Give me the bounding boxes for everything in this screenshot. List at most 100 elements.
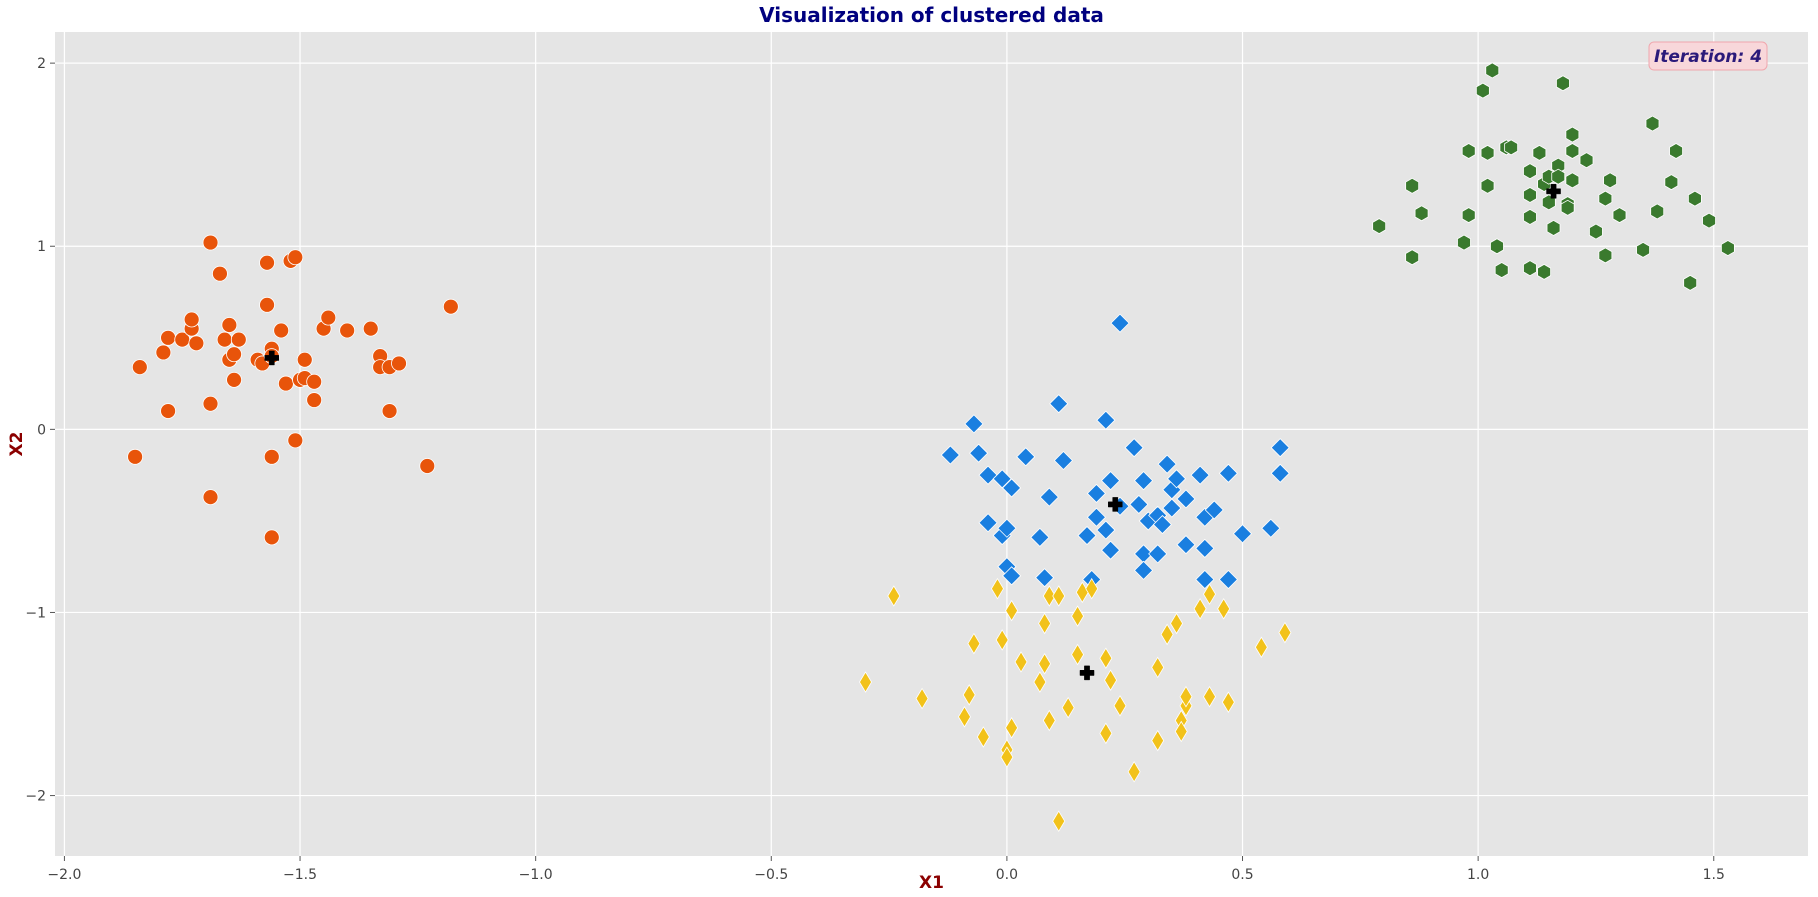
data-point [1218,463,1238,483]
y-tick-label: 0 [37,422,46,438]
data-point [1166,469,1187,489]
y-tick-label: 1 [37,239,46,255]
data-point [1702,212,1716,229]
data-point [1221,691,1235,713]
iteration-annotation: Iteration: 4 [1648,41,1768,71]
data-point [273,322,290,339]
data-point [1254,636,1268,659]
data-point [1148,544,1168,564]
data-point [1179,685,1193,708]
data-point [160,329,176,346]
data-point [969,443,989,463]
data-point [1030,527,1050,547]
data-point [995,629,1009,651]
data-point [1005,599,1019,622]
data-point [419,458,436,474]
data-point [1270,438,1290,458]
data-point [1589,223,1603,240]
data-point [1523,260,1537,277]
y-tick-label: −2 [25,789,46,805]
data-point [1014,651,1028,673]
data-point [381,403,398,419]
data-point [202,395,219,412]
data-point [1160,623,1174,646]
data-point [1217,598,1231,620]
data-point [155,344,172,361]
data-point [1033,671,1047,693]
data-point [1556,75,1570,92]
data-point [1565,143,1580,159]
data-point [1170,612,1184,635]
x-tick-label: 0.5 [1231,867,1253,883]
data-point [1204,500,1224,520]
data-point [1598,247,1613,264]
data-point [1042,585,1056,607]
data-point [1129,494,1149,514]
data-point [1053,450,1074,471]
data-point [1603,172,1617,189]
data-point [1086,507,1106,527]
data-point [1133,471,1154,491]
data-point [1151,729,1165,752]
data-point [1110,313,1130,333]
data-point [183,311,200,328]
data-point [1086,483,1106,504]
data-point [1052,585,1066,607]
data-point [1688,190,1702,207]
data-point [1162,498,1182,518]
y-tick-label: 2 [37,56,46,72]
x-tick-label: −1.0 [519,867,553,883]
data-point [1113,695,1127,717]
x-tick-label: −2.0 [47,867,81,883]
data-point [1104,669,1118,691]
data-point [1039,487,1059,507]
data-point [1096,520,1116,540]
data-point [962,684,976,706]
data-point [278,375,294,392]
data-point [1261,518,1281,538]
x-tick-label: 1.5 [1703,867,1725,883]
data-point [1157,454,1177,474]
data-point [859,671,872,693]
data-point [1669,143,1683,159]
data-point [1461,207,1476,224]
data-point [287,249,304,266]
x-tick-label: 0.0 [996,867,1018,883]
centroid-marker [1108,497,1123,512]
data-point [1071,605,1085,627]
data-point [263,529,280,546]
data-point [212,265,228,282]
data-point [1494,262,1509,279]
data-point [915,687,929,710]
data-point [259,254,275,271]
data-point [976,726,990,748]
grid-lines [55,32,1808,856]
x-tick-label: −0.5 [754,867,788,883]
data-point [1480,144,1495,161]
data-point [1101,540,1121,560]
data-point [1457,234,1471,251]
data-point [202,234,219,251]
plot-background [55,32,1808,856]
data-point [1270,463,1290,483]
data-point [1127,760,1141,783]
data-point [339,322,356,339]
data-point [1099,647,1113,670]
x-tick-label: 1.0 [1467,867,1489,883]
data-point [940,445,960,465]
data-point [226,346,242,363]
data-point [1485,62,1500,79]
data-point [1232,524,1253,544]
data-point [1035,568,1055,588]
data-point [1133,560,1154,580]
data-point [1372,218,1387,235]
data-point [991,577,1004,600]
y-axis-label: X2 [7,432,27,457]
data-point [978,465,998,485]
data-point [221,317,238,333]
data-point [160,403,176,419]
x-axis-label: X1 [919,873,944,892]
data-point [1683,274,1698,291]
data-point [127,448,144,465]
data-point [1016,447,1036,467]
